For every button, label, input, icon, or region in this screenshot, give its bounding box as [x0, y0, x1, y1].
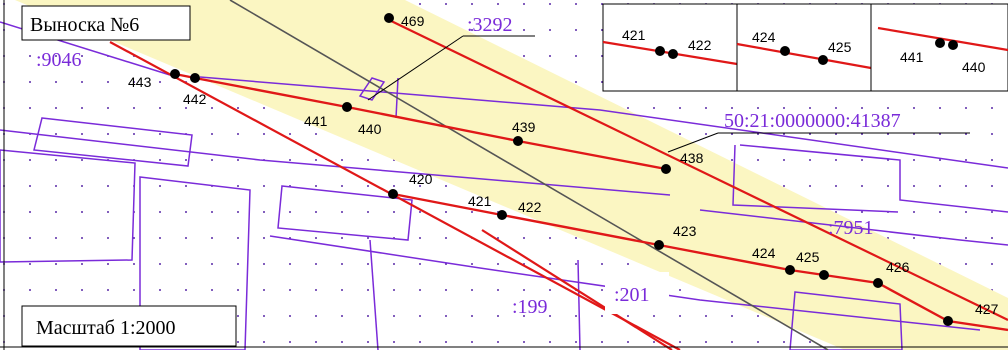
inset-b-left: 424: [752, 29, 776, 45]
label-439: 439: [512, 119, 536, 135]
parcel-label-7951: :7951: [828, 217, 874, 239]
parcel-boundary-201: [577, 259, 581, 351]
point-424: [785, 265, 795, 275]
parcel-label-201: :201: [614, 284, 650, 306]
label-423: 423: [673, 223, 697, 239]
inset-a-right: 422: [688, 37, 712, 53]
boundary-points: [170, 13, 953, 326]
parcel-left-strip: [33, 117, 193, 167]
point-438: [661, 164, 671, 174]
point-469: [384, 13, 394, 23]
point-443: [170, 69, 180, 79]
label-443: 443: [128, 74, 152, 90]
leader-41387: [667, 132, 719, 153]
parcel-boundary-lower: [269, 235, 981, 331]
label-469: 469: [401, 13, 425, 29]
zone-edge-right: [481, 229, 673, 351]
parcel-label-199: :199: [512, 296, 548, 318]
scale-box: [21, 305, 237, 347]
label-438: 438: [680, 150, 704, 166]
point-441-440: [342, 102, 352, 112]
callout-title: Выноска №6: [30, 14, 139, 36]
inset-b: 424 425: [736, 3, 872, 92]
parcel-201-box: [605, 272, 669, 314]
protection-zone: [15, 0, 1008, 350]
parcel-boundary-right-upper: [739, 144, 1008, 213]
point-425: [819, 270, 829, 280]
inset-a-left: 421: [622, 27, 646, 43]
label-427: 427: [975, 301, 999, 317]
parcel-labels: :9046 :7951 :199: [36, 49, 874, 318]
scale-label: Масштаб 1:2000: [36, 317, 176, 339]
point-421-422: [497, 210, 507, 220]
leader-3292: [367, 35, 464, 101]
parcel-rect-left: [0, 149, 136, 263]
inset-b-right: 425: [828, 39, 852, 55]
parcel-boundary-north-road: [199, 76, 1008, 169]
parcel-boundary-199: [369, 239, 379, 351]
label-424: 424: [752, 245, 776, 261]
point-442: [190, 73, 200, 83]
label-420: 420: [409, 171, 433, 187]
point-439: [513, 136, 523, 146]
parcel-rect-small: [277, 185, 413, 241]
parcel-small-rect: [358, 77, 386, 101]
parcel-boundary-right-box: [732, 144, 899, 213]
point-426: [873, 278, 883, 288]
point-423: [654, 240, 664, 250]
boundary-lower: [392, 192, 1008, 332]
label-422: 422: [518, 199, 542, 215]
label-442: 442: [183, 91, 207, 107]
point-420: [388, 189, 398, 199]
callout-title-box: [21, 5, 191, 41]
label-440: 440: [358, 121, 382, 137]
parcel-label-3292: :3292: [467, 14, 513, 36]
parcel-boundary-7951: [699, 209, 1008, 246]
point-labels: 469 443 442 441 440 439 438 420 421 422 …: [128, 13, 999, 317]
inset-c-right: 440: [962, 59, 986, 75]
point-427: [943, 316, 953, 326]
parcel-boundary-mid: [0, 129, 671, 196]
label-441: 441: [304, 113, 328, 129]
label-426: 426: [886, 259, 910, 275]
inset-c-left: 441: [900, 49, 924, 65]
label-425: 425: [796, 249, 820, 265]
parcel-label-9046: :9046: [36, 49, 82, 71]
axis-line: [229, 0, 829, 351]
parcel-label-41387: 50:21:0000000:41387: [724, 110, 901, 132]
inset-a: 421 422: [602, 3, 738, 92]
zone-edge-upper: [384, 17, 1008, 321]
inset-c: 441 440: [870, 3, 1008, 92]
label-421: 421: [468, 193, 492, 209]
